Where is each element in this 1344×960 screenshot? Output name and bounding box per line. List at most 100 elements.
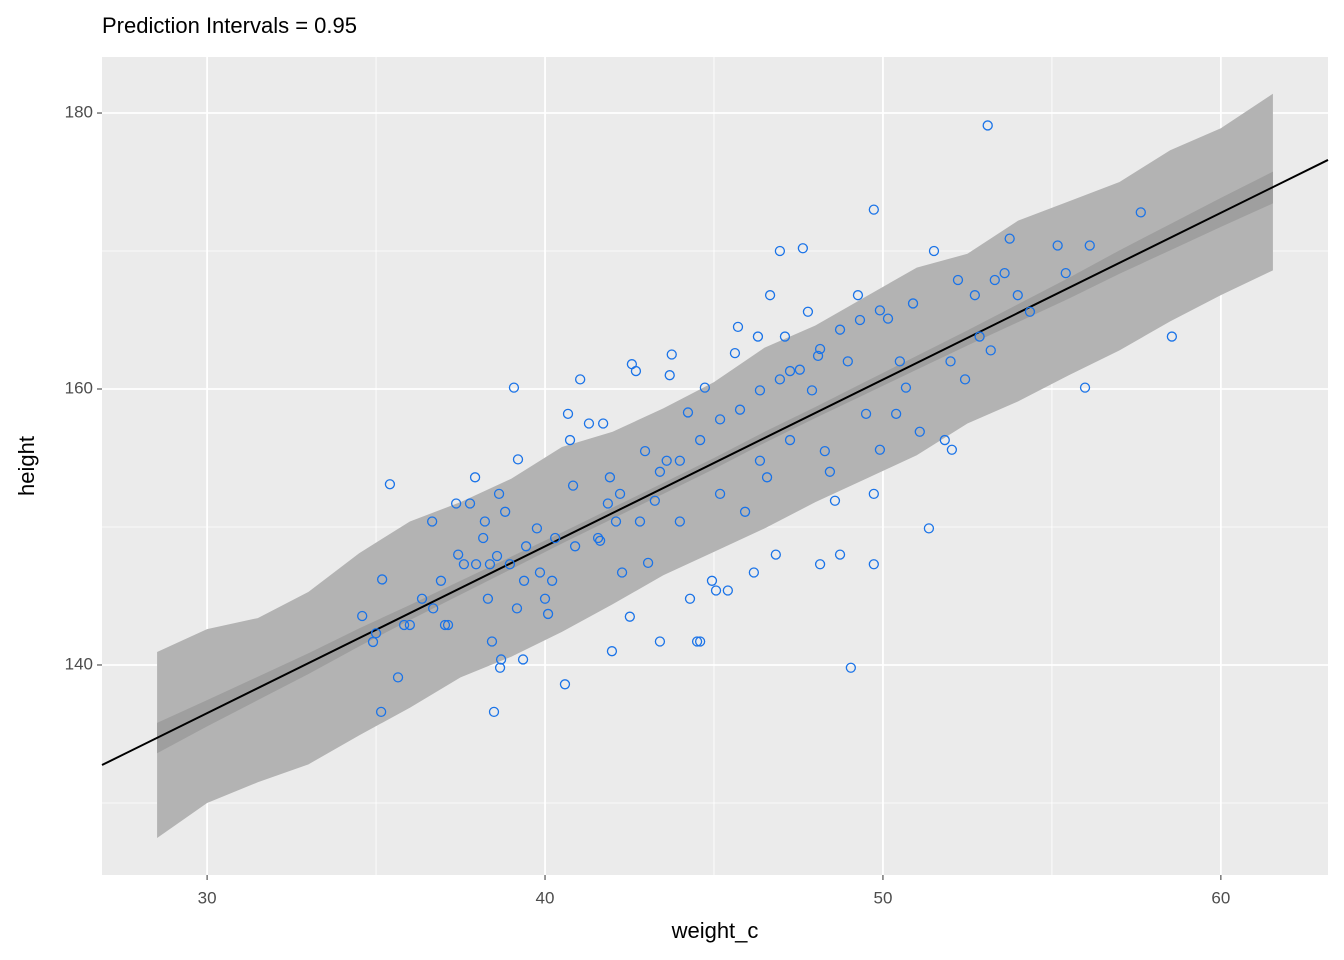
point xyxy=(1024,306,1036,317)
point xyxy=(761,472,773,483)
point xyxy=(854,314,866,326)
point xyxy=(479,516,491,527)
point xyxy=(435,575,447,586)
point xyxy=(1135,207,1146,218)
point xyxy=(398,619,410,631)
point xyxy=(812,350,824,362)
point xyxy=(482,593,494,604)
point xyxy=(824,466,836,477)
point xyxy=(706,575,718,586)
point xyxy=(469,472,481,483)
point xyxy=(392,672,404,683)
point xyxy=(518,575,530,586)
point xyxy=(531,523,543,534)
point xyxy=(539,593,551,604)
point xyxy=(375,706,387,718)
point xyxy=(774,245,786,257)
point xyxy=(842,356,853,367)
point xyxy=(1052,240,1063,251)
y-tick-label: 160 xyxy=(65,378,93,397)
point xyxy=(959,374,971,385)
point xyxy=(764,290,776,301)
point xyxy=(739,506,751,517)
point xyxy=(1004,233,1015,244)
point xyxy=(699,382,711,393)
point xyxy=(732,321,744,333)
point xyxy=(868,488,879,500)
chart-title: Prediction Intervals = 0.95 xyxy=(102,13,357,38)
point xyxy=(594,535,606,546)
point xyxy=(642,557,654,569)
point xyxy=(754,385,766,396)
point xyxy=(491,550,503,562)
point xyxy=(458,559,470,570)
point xyxy=(890,408,902,419)
y-tick-label: 140 xyxy=(65,654,93,673)
point xyxy=(982,120,993,131)
point xyxy=(784,434,796,446)
point xyxy=(722,585,733,596)
point xyxy=(1012,290,1023,301)
point xyxy=(592,532,604,544)
point xyxy=(564,434,576,446)
point xyxy=(569,541,581,552)
point xyxy=(370,628,382,639)
point xyxy=(714,414,726,425)
point xyxy=(666,349,677,360)
point xyxy=(1079,382,1091,393)
point xyxy=(404,619,416,631)
point xyxy=(610,516,622,527)
point xyxy=(1060,267,1071,279)
x-axis-title: weight_c xyxy=(671,918,759,943)
x-tick-label: 40 xyxy=(536,888,555,907)
point xyxy=(784,365,796,377)
point xyxy=(874,305,886,316)
point xyxy=(946,444,958,455)
point xyxy=(614,488,626,500)
point xyxy=(470,559,482,570)
point xyxy=(416,593,428,604)
point xyxy=(602,498,614,509)
point xyxy=(752,331,764,342)
point xyxy=(779,331,791,342)
point xyxy=(550,532,561,544)
point xyxy=(829,495,841,506)
point xyxy=(894,356,905,367)
point xyxy=(630,365,642,377)
point xyxy=(428,603,439,614)
point xyxy=(674,455,686,466)
point xyxy=(682,407,694,418)
point xyxy=(486,636,498,647)
point xyxy=(928,245,940,257)
point xyxy=(520,541,532,552)
point xyxy=(834,324,846,335)
point xyxy=(691,636,703,647)
point xyxy=(512,454,524,465)
point xyxy=(664,370,675,381)
point xyxy=(604,472,616,483)
point xyxy=(819,445,830,457)
point xyxy=(748,567,760,578)
point xyxy=(814,343,826,355)
fit-line xyxy=(101,159,1329,766)
point xyxy=(616,567,628,578)
point xyxy=(606,646,618,657)
point xyxy=(464,498,476,509)
point xyxy=(488,706,500,718)
point xyxy=(376,574,388,585)
point xyxy=(583,418,595,429)
point xyxy=(969,290,981,301)
point xyxy=(567,480,579,491)
point xyxy=(999,267,1010,279)
point xyxy=(710,585,722,596)
point xyxy=(484,559,496,570)
point xyxy=(754,455,766,466)
point xyxy=(952,274,964,286)
point xyxy=(511,603,523,614)
point xyxy=(770,549,781,560)
point xyxy=(504,559,516,570)
point xyxy=(450,498,462,509)
point xyxy=(634,516,646,527)
